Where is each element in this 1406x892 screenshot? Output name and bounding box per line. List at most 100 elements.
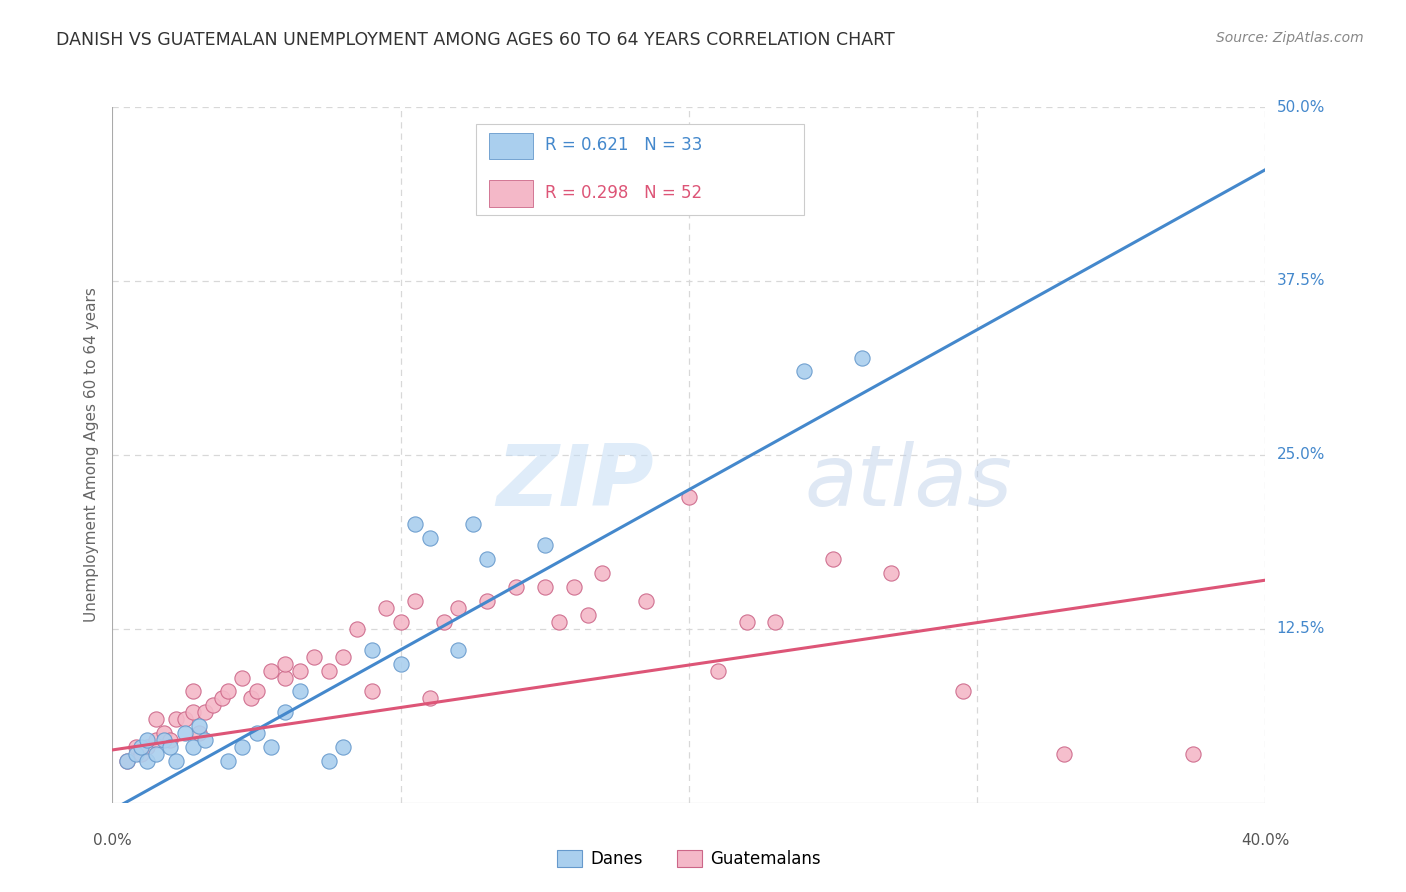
Point (217, 684, 239, 698)
Point (136, 733, 159, 747)
Text: 37.5%: 37.5% (1277, 274, 1324, 288)
Point (592, 566, 614, 581)
Point (346, 622, 368, 636)
Point (124, 747, 146, 761)
Point (735, 615, 758, 629)
Point (260, 740, 283, 755)
Point (145, 747, 167, 761)
Point (304, 649, 326, 664)
Point (173, 712, 195, 726)
Point (194, 733, 217, 747)
Point (129, 740, 153, 755)
Point (765, 615, 787, 629)
Point (260, 664, 283, 678)
Point (181, 706, 204, 720)
Point (880, 566, 903, 581)
Point (447, 601, 470, 615)
Point (678, 490, 700, 504)
Point (115, 754, 138, 768)
Point (360, 684, 382, 698)
Point (562, 580, 585, 594)
Point (245, 726, 267, 740)
Point (217, 754, 239, 768)
Text: 50.0%: 50.0% (1277, 100, 1324, 114)
Point (245, 684, 267, 698)
Point (181, 740, 204, 755)
Point (332, 649, 354, 664)
Point (548, 615, 571, 629)
Point (461, 517, 484, 532)
Point (332, 740, 354, 755)
Point (129, 747, 153, 761)
Text: 25.0%: 25.0% (1277, 448, 1324, 462)
Point (389, 657, 412, 671)
Point (318, 754, 340, 768)
Point (136, 740, 159, 755)
Point (360, 642, 382, 657)
Point (153, 726, 176, 740)
Point (821, 552, 844, 566)
Text: 12.5%: 12.5% (1277, 622, 1324, 636)
Legend: Danes, Guatemalans: Danes, Guatemalans (551, 843, 827, 874)
Point (533, 538, 555, 552)
Point (318, 664, 340, 678)
Point (634, 594, 657, 608)
Text: 0.0%: 0.0% (93, 833, 132, 848)
Point (159, 733, 181, 747)
Point (188, 726, 211, 740)
Point (274, 657, 297, 671)
Point (505, 580, 527, 594)
FancyBboxPatch shape (475, 124, 804, 215)
Point (239, 691, 262, 706)
Point (419, 532, 441, 546)
Text: R = 0.298   N = 52: R = 0.298 N = 52 (544, 184, 702, 202)
Point (159, 740, 181, 755)
Point (606, 184, 628, 198)
Point (475, 594, 498, 608)
Text: Source: ZipAtlas.com: Source: ZipAtlas.com (1216, 31, 1364, 45)
Point (145, 733, 167, 747)
Text: DANISH VS GUATEMALAN UNEMPLOYMENT AMONG AGES 60 TO 64 YEARS CORRELATION CHART: DANISH VS GUATEMALAN UNEMPLOYMENT AMONG … (56, 31, 896, 49)
Point (274, 706, 297, 720)
Text: 40.0%: 40.0% (1241, 833, 1289, 848)
Point (211, 691, 233, 706)
Point (375, 601, 398, 615)
Text: atlas: atlas (804, 442, 1012, 524)
Point (389, 615, 412, 629)
Point (181, 684, 204, 698)
Point (124, 740, 146, 755)
Text: ZIP: ZIP (496, 442, 654, 524)
Point (145, 712, 167, 726)
Point (793, 364, 815, 378)
Point (136, 754, 159, 768)
Point (202, 698, 225, 713)
Point (165, 712, 187, 726)
Point (475, 552, 498, 566)
FancyBboxPatch shape (489, 133, 533, 159)
Text: R = 0.621   N = 33: R = 0.621 N = 33 (544, 136, 702, 154)
Point (231, 671, 253, 685)
Point (404, 517, 426, 532)
Point (274, 671, 297, 685)
Point (952, 684, 974, 698)
Point (533, 580, 555, 594)
Point (153, 733, 176, 747)
FancyBboxPatch shape (489, 180, 533, 207)
Point (194, 706, 217, 720)
Point (173, 726, 195, 740)
Point (1182, 747, 1205, 761)
Y-axis label: Unemployment Among Ages 60 to 64 years: Unemployment Among Ages 60 to 64 years (83, 287, 98, 623)
Point (1052, 747, 1074, 761)
Point (165, 754, 187, 768)
Point (576, 607, 599, 622)
Point (404, 594, 426, 608)
Point (706, 664, 728, 678)
Point (288, 684, 311, 698)
Point (188, 719, 211, 733)
Point (447, 642, 470, 657)
Point (288, 664, 311, 678)
Point (664, 184, 686, 198)
Point (419, 691, 441, 706)
Point (433, 615, 456, 629)
Point (231, 740, 253, 755)
